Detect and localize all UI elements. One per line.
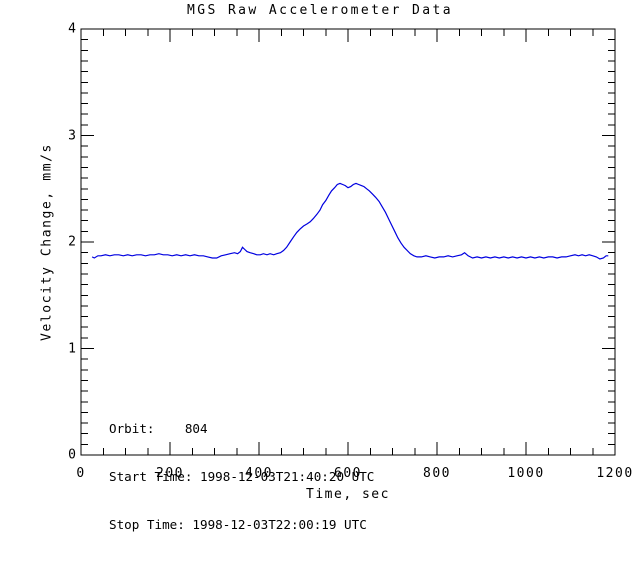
data-line-velocity-change [91, 182, 609, 260]
start-time-annotation: Start Time: 1998-12-03T21:40:20 UTC [109, 469, 375, 484]
y-tick-label-4: 4 [68, 21, 76, 37]
y-axis-label: Velocity Change, mm/s [39, 143, 55, 341]
x-tick-label-1000: 1000 [507, 466, 545, 481]
x-tick-label-600: 600 [334, 466, 362, 481]
x-tick-label-400: 400 [245, 466, 273, 481]
orbit-annotation: Orbit: 804 [109, 421, 208, 436]
plot-canvas [80, 28, 616, 456]
y-tick-label-2: 2 [68, 234, 76, 250]
y-tick-label-0: 0 [68, 447, 76, 463]
x-tick-label-800: 800 [423, 466, 451, 481]
stop-time-annotation: Stop Time: 1998-12-03T22:00:19 UTC [109, 517, 367, 532]
x-tick-label-1200: 1200 [596, 466, 634, 481]
annotation-block: Orbit: 804 Start Time: 1998-12-03T21:40:… [109, 389, 374, 565]
x-tick-label-0: 0 [76, 466, 86, 481]
chart-title: MGS Raw Accelerometer Data [187, 3, 453, 18]
y-tick-label-1: 1 [68, 341, 76, 356]
chart-figure: MGS Raw Accelerometer Data Velocity Chan… [39, 3, 634, 532]
y-tick-label-3: 3 [68, 128, 76, 143]
x-axis-label: Time, sec [306, 487, 390, 502]
x-tick-label-200: 200 [156, 466, 184, 481]
